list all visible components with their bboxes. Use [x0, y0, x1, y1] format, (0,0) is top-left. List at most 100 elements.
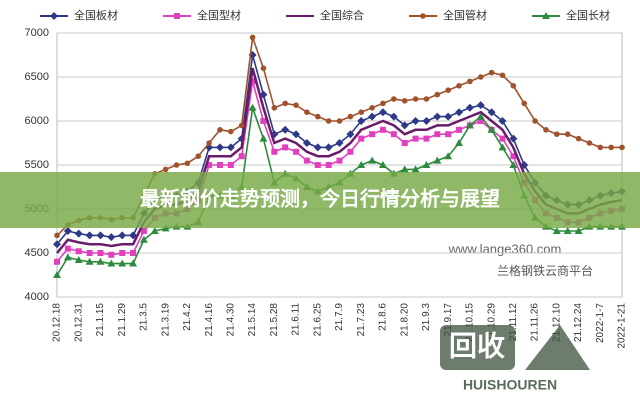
logo-box [440, 325, 515, 370]
point [119, 250, 126, 256]
point [510, 153, 517, 160]
point [487, 125, 496, 133]
point [108, 251, 115, 258]
point [238, 153, 245, 160]
x-tick-label: 21.7.23 [356, 303, 367, 337]
point [378, 161, 387, 168]
point [554, 131, 560, 137]
point [358, 109, 365, 115]
point [510, 83, 517, 89]
point [411, 165, 420, 173]
x-tick-label: 21.3.5 [139, 303, 150, 331]
point [96, 257, 105, 265]
point [564, 131, 571, 137]
point [422, 161, 431, 168]
point [64, 245, 71, 252]
point [150, 227, 159, 234]
point [390, 131, 397, 138]
point [434, 131, 441, 138]
point [314, 162, 321, 168]
point [85, 231, 94, 240]
legend-label: 全国综合 [320, 8, 364, 22]
y-tick-label: 6000 [25, 115, 49, 127]
point [369, 131, 376, 138]
x-tick-label: 21.5.28 [269, 303, 280, 337]
point [445, 87, 451, 93]
point [368, 112, 377, 121]
x-tick-label: 21.12.24 [573, 303, 584, 342]
point [53, 240, 61, 249]
point [226, 143, 235, 152]
logo-mark [525, 325, 590, 370]
point [400, 165, 409, 173]
y-tick-label: 7000 [25, 27, 49, 39]
x-tick-label: 21.10.15 [465, 303, 476, 342]
point [271, 105, 278, 111]
point [260, 118, 267, 124]
point [86, 250, 93, 256]
point [380, 100, 386, 107]
x-tick-label: 21.5.14 [247, 303, 258, 337]
y-tick-label: 4500 [25, 247, 49, 259]
point [129, 259, 138, 267]
point [206, 162, 213, 168]
point [324, 143, 333, 152]
point [619, 144, 625, 151]
point [162, 166, 169, 173]
x-tick-label: 21.1.29 [117, 303, 128, 337]
point [575, 135, 582, 142]
point [75, 248, 82, 255]
point [543, 127, 549, 133]
point [369, 105, 375, 111]
point [249, 78, 256, 85]
point [292, 130, 301, 139]
point [282, 100, 288, 107]
point [54, 232, 60, 239]
point [456, 83, 462, 89]
point [498, 117, 507, 125]
y-tick-label: 6500 [25, 71, 49, 83]
point [313, 143, 322, 152]
point [423, 96, 430, 102]
point [357, 161, 366, 168]
point [228, 128, 234, 135]
point [378, 108, 387, 117]
point [304, 109, 310, 115]
point [456, 126, 463, 133]
x-tick-label: 21.11.26 [530, 303, 541, 342]
banner-band [0, 172, 640, 228]
legend-label: 全国长材 [566, 8, 610, 22]
x-tick-label: 21.4.2 [182, 303, 193, 331]
point [391, 96, 397, 102]
point [444, 152, 453, 160]
point [412, 96, 419, 102]
point [346, 130, 355, 139]
x-tick-label: 21.3.19 [160, 303, 171, 337]
point [433, 112, 442, 121]
x-tick-label: 21.4.30 [225, 303, 236, 337]
point [521, 100, 528, 107]
point [217, 127, 223, 133]
legend-label: 全国型材 [197, 8, 241, 22]
point [303, 157, 310, 164]
point [227, 162, 234, 168]
logo-subtext: HUISHOUREN [463, 377, 557, 393]
point [357, 117, 366, 125]
point [260, 65, 267, 71]
point [465, 121, 474, 129]
point [139, 235, 148, 243]
x-tick-label: 2022-1-7 [595, 303, 606, 343]
x-tick-label: 21.4.16 [204, 303, 215, 337]
logo-text: 回收 [449, 330, 505, 361]
legend-label: 全国板材 [74, 8, 118, 22]
x-tick-label: 21.6.25 [312, 303, 323, 337]
point [422, 117, 431, 125]
point [206, 140, 212, 146]
point [107, 259, 116, 267]
point [74, 229, 83, 238]
x-tick-label: 2022-1-21 [617, 303, 628, 349]
point [499, 135, 506, 142]
point [400, 121, 409, 130]
point [509, 134, 518, 143]
point [499, 72, 506, 79]
